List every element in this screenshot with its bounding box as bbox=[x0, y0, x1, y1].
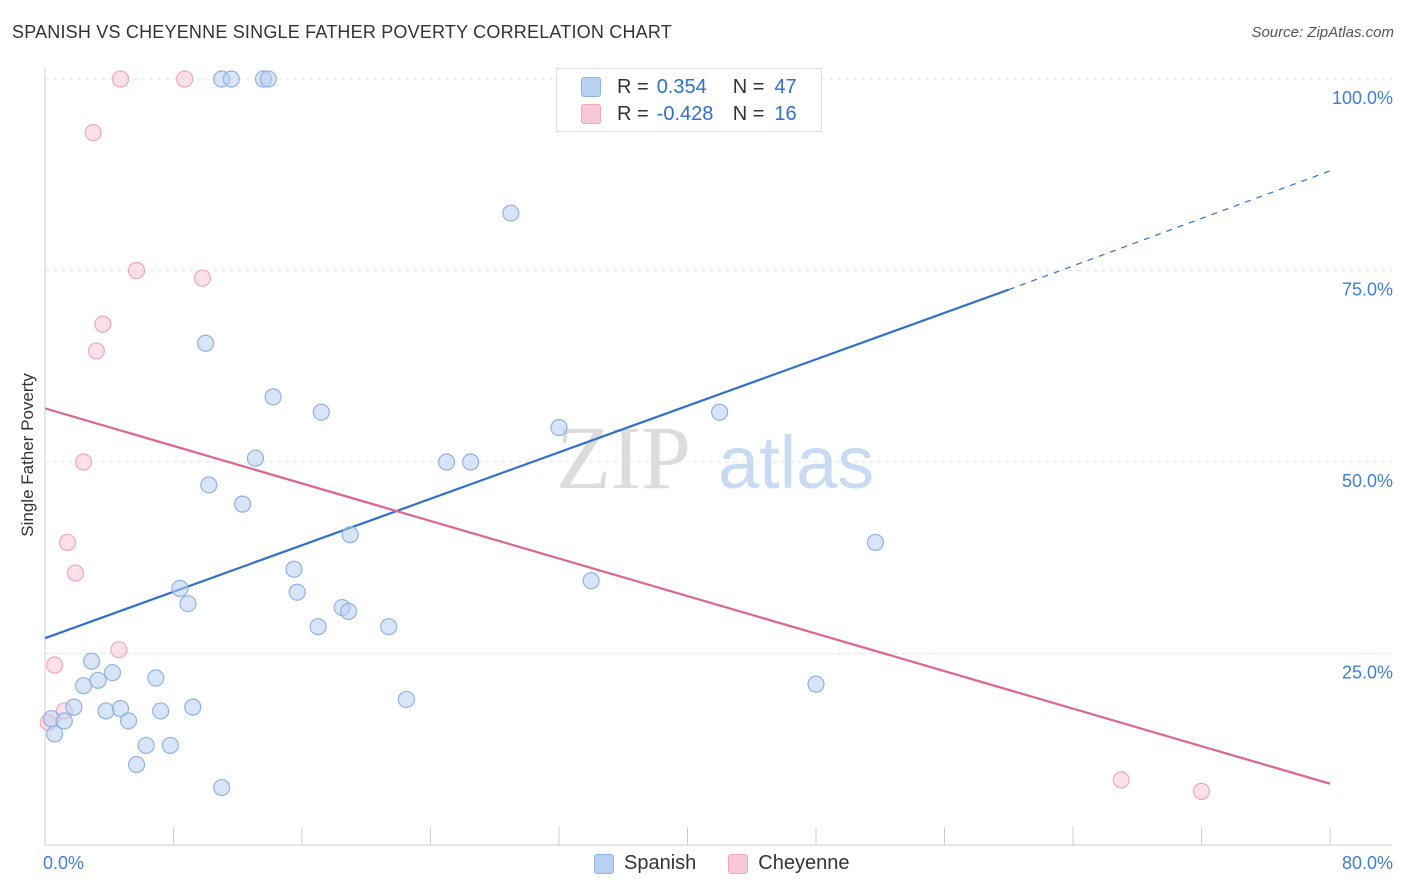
spanish-point bbox=[127, 755, 146, 774]
x-tick-label-min: 0.0% bbox=[43, 853, 84, 873]
y-tick-label: 50.0% bbox=[1342, 471, 1393, 491]
watermark: ZIP atlas bbox=[556, 409, 874, 508]
spanish-trend-line bbox=[44, 288, 1010, 640]
cheyenne-point bbox=[1192, 782, 1211, 800]
spanish-swatch bbox=[581, 77, 601, 97]
cheyenne-point bbox=[193, 269, 212, 287]
spanish-point bbox=[341, 526, 359, 544]
cheyenne-point bbox=[46, 656, 64, 674]
correlation-legend: R = 0.354 N = 47 R = -0.428 N = 16 bbox=[556, 68, 822, 132]
spanish-point bbox=[397, 690, 416, 709]
cheyenne-n-value: 16 bbox=[774, 102, 797, 125]
spanish-point bbox=[309, 618, 327, 636]
gridlines bbox=[45, 78, 1392, 654]
legend-row-cheyenne: R = -0.428 N = 16 bbox=[581, 102, 797, 126]
watermark-zip: ZIP bbox=[556, 409, 691, 508]
spanish-point bbox=[200, 476, 218, 494]
watermark-atlas: atlas bbox=[718, 421, 874, 504]
spanish-point bbox=[137, 736, 155, 755]
legend-spanish-swatch bbox=[594, 853, 614, 874]
spanish-point bbox=[74, 677, 93, 695]
legend-cheyenne-swatch bbox=[728, 853, 749, 874]
spanish-point bbox=[147, 669, 165, 687]
cheyenne-point bbox=[87, 342, 106, 360]
spanish-point bbox=[437, 453, 456, 471]
cheyenne-point bbox=[110, 641, 128, 659]
spanish-point bbox=[171, 579, 189, 597]
spanish-point bbox=[179, 595, 197, 613]
spanish-point bbox=[312, 403, 330, 421]
spanish-point bbox=[222, 70, 240, 88]
spanish-point bbox=[55, 712, 73, 730]
legend-item-spanish: Spanish bbox=[594, 852, 696, 875]
cheyenne-point bbox=[58, 533, 77, 552]
cheyenne-point bbox=[94, 315, 112, 333]
spanish-point bbox=[339, 602, 358, 620]
cheyenne-point bbox=[74, 453, 93, 471]
spanish-point bbox=[711, 403, 729, 421]
series-legend: Spanish Cheyenne bbox=[594, 852, 881, 875]
spanish-trend-extension bbox=[1008, 170, 1331, 291]
spanish-point bbox=[807, 675, 825, 693]
tick-labels: 25.0% 50.0% 75.0% 100.0% 0.0% 80.0% bbox=[43, 88, 1393, 873]
cheyenne-n-label: N = bbox=[732, 102, 765, 125]
x-tick-label-max: 80.0% bbox=[1342, 853, 1393, 873]
spanish-point bbox=[288, 583, 306, 601]
spanish-point bbox=[285, 560, 303, 578]
cheyenne-point bbox=[127, 261, 146, 280]
chart-source: Source: ZipAtlas.com bbox=[1251, 24, 1394, 41]
spanish-n-value: 47 bbox=[774, 75, 797, 98]
spanish-point bbox=[82, 652, 101, 670]
spanish-point bbox=[103, 664, 122, 682]
spanish-r-label: R = bbox=[617, 75, 649, 98]
spanish-n-label: N = bbox=[732, 75, 765, 98]
cheyenne-point bbox=[1112, 771, 1130, 789]
spanish-point bbox=[65, 698, 83, 716]
spanish-point bbox=[462, 453, 480, 471]
legend-row-spanish: R = 0.354 N = 47 bbox=[581, 75, 797, 99]
cheyenne-point bbox=[176, 70, 194, 88]
cheyenne-point bbox=[66, 564, 85, 582]
spanish-point bbox=[550, 418, 568, 437]
chart-title: SPANISH VS CHEYENNE SINGLE FATHER POVERT… bbox=[12, 22, 672, 42]
spanish-point bbox=[582, 572, 600, 590]
cheyenne-r-label: R = bbox=[617, 102, 649, 125]
y-tick-label: 75.0% bbox=[1342, 280, 1393, 300]
spanish-r-value: 0.354 bbox=[656, 75, 707, 98]
cheyenne-point bbox=[84, 124, 102, 142]
spanish-point bbox=[264, 388, 282, 406]
spanish-point bbox=[119, 712, 138, 730]
spanish-point bbox=[233, 495, 252, 513]
spanish-point bbox=[259, 70, 277, 88]
spanish-point bbox=[152, 702, 170, 720]
cheyenne-r-value: -0.428 bbox=[656, 102, 714, 125]
legend-spanish-label: Spanish bbox=[624, 852, 697, 874]
legend-cheyenne-label: Cheyenne bbox=[758, 852, 850, 874]
spanish-point bbox=[184, 698, 202, 716]
y-tick-label: 25.0% bbox=[1342, 663, 1393, 683]
spanish-point bbox=[97, 702, 115, 720]
spanish-point bbox=[213, 778, 231, 797]
legend-item-cheyenne: Cheyenne bbox=[728, 852, 849, 875]
spanish-point bbox=[197, 334, 215, 352]
data-points bbox=[39, 70, 1211, 800]
spanish-point bbox=[111, 700, 130, 718]
trend-lines bbox=[44, 170, 1331, 785]
spanish-point bbox=[380, 618, 398, 636]
y-tick-label: 100.0% bbox=[1332, 88, 1393, 108]
cheyenne-swatch bbox=[581, 104, 601, 124]
spanish-point bbox=[89, 671, 107, 689]
spanish-point bbox=[46, 725, 64, 743]
cheyenne-trend-line bbox=[44, 407, 1331, 785]
spanish-point bbox=[161, 736, 179, 755]
spanish-point bbox=[502, 204, 520, 222]
cheyenne-point bbox=[111, 70, 130, 88]
spanish-point bbox=[866, 533, 885, 552]
spanish-point bbox=[246, 449, 265, 467]
